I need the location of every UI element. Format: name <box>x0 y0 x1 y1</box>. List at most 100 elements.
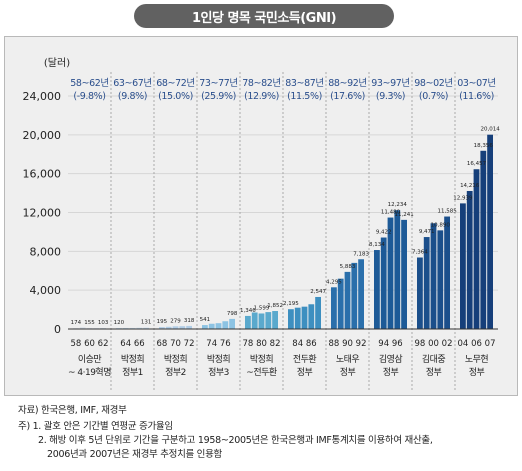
x-tick-label: 58 <box>70 339 81 349</box>
x-tick-label: 06 <box>471 339 482 349</box>
era-growth-label: (15.0%) <box>158 91 193 102</box>
data-label: 798 <box>227 311 238 317</box>
bar <box>245 315 251 329</box>
era-period-label: 68~72년 <box>156 78 194 89</box>
era-period-label: 83~87년 <box>285 78 323 89</box>
era-name-label: 정부 <box>297 367 313 378</box>
era-period-label: 78~82년 <box>242 78 280 89</box>
data-label: 8,134 <box>369 242 385 248</box>
bar <box>265 312 272 329</box>
bar <box>331 287 337 329</box>
bar <box>288 309 294 329</box>
x-tick-label: 00 <box>428 339 439 349</box>
bar <box>215 323 222 329</box>
data-label: 9,471 <box>419 229 435 235</box>
bar <box>487 134 493 329</box>
bar <box>466 190 473 329</box>
x-tick-label: 72 <box>184 339 195 349</box>
data-label: 131 <box>141 320 152 326</box>
bar <box>423 237 430 329</box>
bar <box>143 327 149 329</box>
era-period-label: 73~77년 <box>199 78 237 89</box>
bar <box>165 326 172 329</box>
bar <box>351 262 358 329</box>
footnote-3: 2006년과 2007년은 재경부 추정치를 인용함 <box>47 449 222 460</box>
bar <box>473 169 480 329</box>
era-period-label: 93~97년 <box>371 78 409 89</box>
bar <box>222 321 229 329</box>
data-label: 318 <box>184 318 195 324</box>
y-tick-label: 20,000 <box>23 129 62 142</box>
era-name-label: 박정희 <box>164 353 188 365</box>
data-label: 11,480 <box>381 210 401 216</box>
era-growth-label: (9.8%) <box>118 91 147 102</box>
y-tick-label: 24,000 <box>23 90 62 103</box>
x-tick-label: 74 <box>206 339 217 349</box>
x-tick-label: 62 <box>98 339 109 349</box>
data-label: 1,346 <box>240 308 256 314</box>
era-growth-label: (25.9%) <box>201 91 236 102</box>
data-label: 12,234 <box>388 202 408 208</box>
era-name-label: 정부2 <box>165 367 186 378</box>
data-label: 18,356 <box>474 143 494 149</box>
era-growth-label: (12.9%) <box>244 91 279 102</box>
bar <box>394 210 401 329</box>
era-name-label: ~ 4·19혁명 <box>68 367 111 378</box>
data-label: 1,599 <box>254 305 270 311</box>
data-label: 20,014 <box>480 127 500 133</box>
bar <box>374 250 380 329</box>
data-label: 16,457 <box>467 161 487 167</box>
era-growth-label: (17.6%) <box>330 91 365 102</box>
y-tick-label: 4,000 <box>30 284 62 297</box>
bar <box>301 306 308 329</box>
bar <box>437 230 444 329</box>
data-label: 2,195 <box>283 301 299 307</box>
bar <box>202 325 208 329</box>
bar <box>344 271 351 329</box>
era-name-label: 박정희 <box>250 353 274 365</box>
x-tick-label: 02 <box>442 339 453 349</box>
data-label: 11,585 <box>437 209 457 215</box>
data-label: 279 <box>170 318 181 324</box>
y-axis-label: (달러) <box>44 57 70 69</box>
bar <box>401 219 407 329</box>
era-name-label: 김영삼 <box>379 353 403 365</box>
bar <box>315 296 321 329</box>
footnote-2: 2. 해방 이후 5년 단위로 기간을 구분하고 1958~2005년은 한국은… <box>38 435 433 446</box>
data-label: 103 <box>98 320 109 326</box>
bar <box>380 237 387 329</box>
data-label: 195 <box>157 319 168 325</box>
bar <box>258 313 265 329</box>
era-name-label: 정부 <box>426 367 442 378</box>
era-name-label: 김대중 <box>422 353 446 365</box>
data-label: 7,183 <box>353 251 369 257</box>
data-label: 10,890 <box>431 222 451 228</box>
era-name-label: 정부 <box>340 367 356 378</box>
bar <box>272 311 278 329</box>
bar <box>430 223 437 329</box>
data-label: 9,422 <box>376 230 392 236</box>
era-name-label: ~전두환 <box>246 366 277 378</box>
bar <box>460 203 466 329</box>
bar <box>308 304 315 329</box>
data-label: 541 <box>200 317 211 323</box>
x-tick-label: 66 <box>134 339 145 349</box>
data-label: 120 <box>114 320 125 326</box>
era-name-label: 노무현 <box>465 354 489 365</box>
era-growth-label: (9.3%) <box>376 91 405 102</box>
bar <box>129 327 136 329</box>
x-tick-label: 80 <box>256 339 267 349</box>
bar <box>172 326 179 329</box>
chart-title: 1인당 명목 국민소득(GNI) <box>134 4 394 28</box>
x-tick-label: 88 <box>328 339 339 349</box>
era-growth-label: (0.7%) <box>419 91 448 102</box>
x-tick-label: 70 <box>170 339 181 349</box>
data-label: 4,295 <box>326 279 342 285</box>
bar <box>417 257 423 329</box>
bar <box>229 318 235 329</box>
x-tick-label: 78 <box>242 339 253 349</box>
era-growth-label: (-9.8%) <box>73 91 105 102</box>
bar <box>136 327 143 329</box>
data-label: 14,216 <box>460 183 480 189</box>
era-period-label: 98~02년 <box>414 78 452 89</box>
